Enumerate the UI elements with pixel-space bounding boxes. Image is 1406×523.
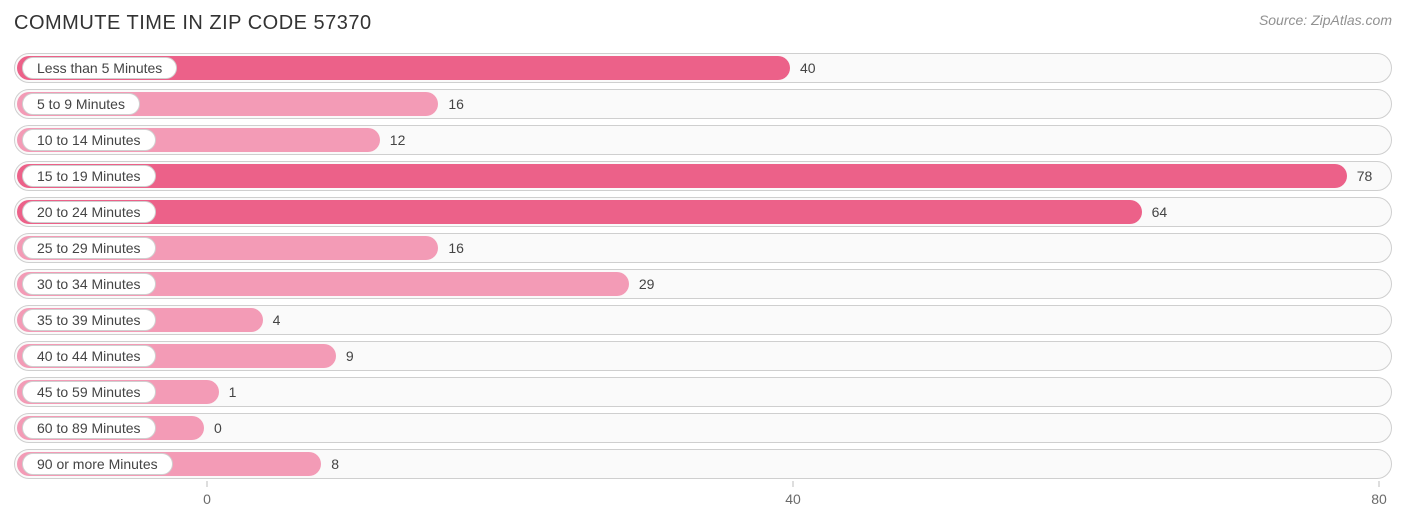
bar-row: 40 to 44 Minutes 9: [14, 341, 1392, 371]
bar-value: 8: [331, 449, 339, 479]
bar-fill: [17, 164, 1347, 188]
x-tick-line: [207, 481, 208, 487]
chart-title: COMMUTE TIME IN ZIP CODE 57370: [14, 12, 372, 35]
chart-source: Source: ZipAtlas.com: [1259, 12, 1392, 28]
bar-value: 64: [1152, 197, 1168, 227]
bar-row: 20 to 24 Minutes 64: [14, 197, 1392, 227]
bar-row: 45 to 59 Minutes 1: [14, 377, 1392, 407]
bar-row: 30 to 34 Minutes 29: [14, 269, 1392, 299]
chart-container: COMMUTE TIME IN ZIP CODE 57370 Source: Z…: [0, 0, 1406, 523]
bar-row: 60 to 89 Minutes 0: [14, 413, 1392, 443]
bar-value: 1: [229, 377, 237, 407]
bar-track: [14, 377, 1392, 407]
header: COMMUTE TIME IN ZIP CODE 57370 Source: Z…: [14, 12, 1392, 35]
bar-value: 9: [346, 341, 354, 371]
bar-fill: [17, 200, 1142, 224]
bar-label-pill: 15 to 19 Minutes: [22, 165, 156, 187]
chart-area: Less than 5 Minutes405 to 9 Minutes1610 …: [14, 53, 1392, 479]
bar-label-pill: 45 to 59 Minutes: [22, 381, 156, 403]
bar-value: 40: [800, 53, 816, 83]
bar-label-pill: 10 to 14 Minutes: [22, 129, 156, 151]
bar-label-pill: 25 to 29 Minutes: [22, 237, 156, 259]
x-tick-label: 0: [203, 491, 211, 507]
bar-label-pill: 90 or more Minutes: [22, 453, 173, 475]
bar-label-pill: Less than 5 Minutes: [22, 57, 177, 79]
bar-row: 10 to 14 Minutes 12: [14, 125, 1392, 155]
bar-row: 90 or more Minutes 8: [14, 449, 1392, 479]
x-axis: 0 40 80: [14, 485, 1392, 515]
bar-value: 29: [639, 269, 655, 299]
bar-label-pill: 60 to 89 Minutes: [22, 417, 156, 439]
bar-value: 12: [390, 125, 406, 155]
bar-value: 0: [214, 413, 222, 443]
bar-row: 5 to 9 Minutes 16: [14, 89, 1392, 119]
bar-row: 15 to 19 Minutes 78: [14, 161, 1392, 191]
bar-label-pill: 35 to 39 Minutes: [22, 309, 156, 331]
bar-label-pill: 30 to 34 Minutes: [22, 273, 156, 295]
bar-row: Less than 5 Minutes 40: [14, 53, 1392, 83]
bar-value: 16: [448, 233, 464, 263]
bar-value: 4: [273, 305, 281, 335]
bar-label-pill: 20 to 24 Minutes: [22, 201, 156, 223]
x-tick-label: 40: [785, 491, 801, 507]
bar-row: 35 to 39 Minutes 4: [14, 305, 1392, 335]
bar-row: 25 to 29 Minutes 16: [14, 233, 1392, 263]
bar-label-pill: 5 to 9 Minutes: [22, 93, 140, 115]
x-tick-label: 80: [1371, 491, 1387, 507]
bar-value: 78: [1357, 161, 1373, 191]
x-tick-line: [793, 481, 794, 487]
x-tick-line: [1379, 481, 1380, 487]
bar-value: 16: [448, 89, 464, 119]
bar-label-pill: 40 to 44 Minutes: [22, 345, 156, 367]
